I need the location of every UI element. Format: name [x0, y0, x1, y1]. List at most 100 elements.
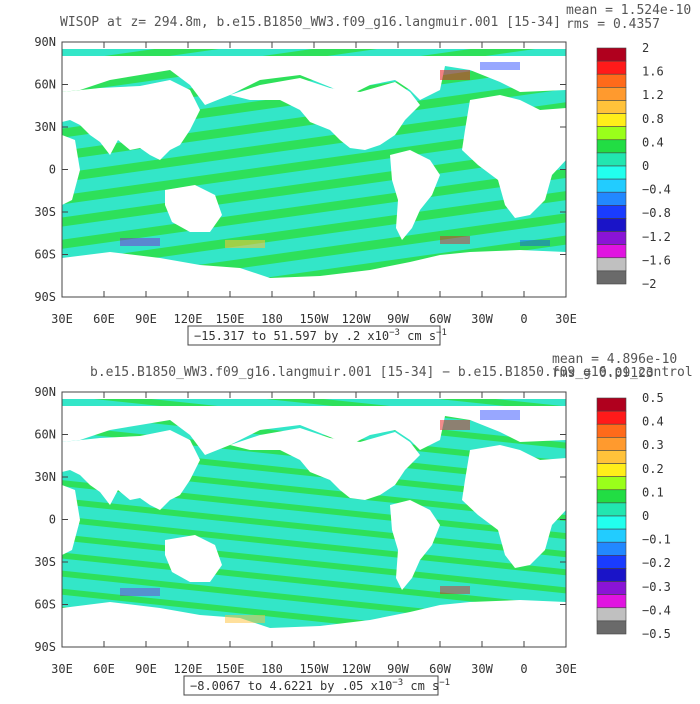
colorbar-swatch	[596, 541, 627, 556]
y-tick-label: 30N	[34, 120, 56, 134]
x-tick-label: 180	[261, 312, 283, 326]
x-tick-label: 90E	[135, 662, 157, 676]
range-note: −8.0067 to 4.6221 by .05 x10−3 cm s−1	[190, 678, 450, 693]
x-tick-label: 120E	[174, 312, 203, 326]
colorbar-label: −0.4	[642, 183, 671, 197]
x-tick-label: 30E	[51, 312, 73, 326]
y-tick-label: 60S	[34, 598, 56, 612]
colorbar-label: −0.3	[642, 580, 671, 594]
range-note-box	[183, 675, 439, 696]
colorbar-label: −0.8	[642, 206, 671, 220]
y-axis: 90N 60N 30N 0 30S 60S 90S	[34, 385, 566, 654]
x-axis: 30E 60E 90E 120E 150E 180 150W 120W 90W 60W 30W 0 30…	[51, 392, 577, 676]
x-tick-label: 120E	[174, 662, 203, 676]
colorbar-swatch	[596, 397, 627, 412]
x-tick-label: 30E	[555, 312, 577, 326]
colorbar-swatch	[596, 528, 627, 543]
colorbar-swatch	[596, 139, 627, 154]
colorbar-label: 1.2	[642, 88, 664, 102]
x-tick-label: 0	[520, 662, 527, 676]
colorbar-label: 0.5	[642, 391, 664, 405]
colorbar: 0.5 0.4 0.3 0.2 0.1 0 −0.1 −0.2 −0.3 −0.4 −0.5	[596, 391, 671, 641]
colorbar-swatch	[596, 270, 627, 285]
x-axis: 30E 60E 90E 120E 150E 180 150W 120W 90W 60W 30W 0 30…	[51, 42, 577, 326]
panel-top: WISOP at z= 294.8m, b.e15.B1850_WW3.f09_…	[34, 3, 691, 346]
colorbar-swatch	[596, 165, 627, 180]
x-tick-label: 60W	[429, 662, 451, 676]
colorbar-swatch	[596, 476, 627, 491]
y-axis: 90N 60N 30N 0 30S 60S 90S	[34, 35, 566, 304]
colorbar-label: −1.6	[642, 253, 671, 267]
colorbar-swatch	[596, 100, 627, 114]
colorbar: 2 1.6 1.2 0.8 0.4 0 −0.4 −0.8 −1.2 −1.6 −2	[596, 41, 671, 291]
y-tick-label: 60N	[34, 78, 56, 92]
stat-mean: mean = 4.896e-10	[552, 352, 677, 367]
map-area	[62, 392, 566, 647]
y-tick-label: 60N	[34, 428, 56, 442]
stat-rms: rms = 0.4357	[566, 17, 660, 32]
colorbar-swatch	[596, 450, 627, 464]
colorbar-swatch	[596, 594, 627, 609]
x-tick-label: 150E	[216, 312, 245, 326]
y-tick-label: 30S	[34, 205, 56, 219]
y-tick-label: 0	[49, 163, 56, 177]
colorbar-label: 0	[642, 159, 649, 173]
x-tick-label: 90E	[135, 312, 157, 326]
colorbar-swatch	[596, 47, 627, 62]
y-tick-label: 0	[49, 513, 56, 527]
stat-mean: mean = 1.524e-10	[566, 3, 691, 18]
range-note-box	[187, 325, 441, 346]
colorbar-swatch	[596, 515, 627, 530]
colorbar-label: 1.6	[642, 65, 664, 79]
colorbar-swatch	[596, 218, 627, 232]
x-tick-label: 120W	[342, 662, 372, 676]
colorbar-label: 0.8	[642, 112, 664, 126]
colorbar-label: 0.4	[642, 135, 664, 149]
colorbar-swatch	[596, 568, 627, 582]
colorbar-swatch	[596, 126, 627, 141]
x-tick-label: 150E	[216, 662, 245, 676]
colorbar-label: −0.5	[642, 627, 671, 641]
range-note: −15.317 to 51.597 by .2 x10−3 cm s−1	[194, 328, 447, 343]
colorbar-swatch	[596, 178, 627, 193]
colorbar-swatch	[596, 152, 627, 167]
x-tick-label: 30W	[471, 662, 493, 676]
colorbar-label: −2	[642, 277, 656, 291]
colorbar-label: 0.4	[642, 415, 664, 429]
x-tick-label: 30E	[555, 662, 577, 676]
stat-rms: rms = 0.09123	[552, 366, 654, 381]
colorbar-label: 0	[642, 509, 649, 523]
colorbar-swatch	[596, 191, 627, 206]
noise-hotspots	[120, 62, 550, 248]
x-tick-label: 150W	[300, 662, 330, 676]
colorbar-label: −0.1	[642, 533, 671, 547]
colorbar-swatch	[596, 113, 627, 127]
y-tick-label: 30S	[34, 555, 56, 569]
panel-title: b.e15.B1850_WW3.f09_g16.langmuir.001 [15…	[90, 365, 693, 380]
colorbar-swatch	[596, 205, 627, 219]
colorbar-label: 2	[642, 41, 649, 55]
colorbar-label: 0.2	[642, 462, 664, 476]
colorbar-label: −0.4	[642, 603, 671, 617]
map-area	[62, 42, 566, 297]
colorbar-swatch	[596, 257, 627, 272]
x-tick-label: 0	[520, 312, 527, 326]
colorbar-swatch	[596, 502, 627, 517]
y-tick-label: 30N	[34, 470, 56, 484]
colorbar-swatch	[596, 231, 627, 245]
x-tick-label: 30E	[51, 662, 73, 676]
x-tick-label: 90W	[387, 662, 409, 676]
colorbar-swatch	[596, 463, 627, 477]
land-mask	[62, 42, 566, 297]
colorbar-swatch	[596, 73, 627, 88]
x-tick-label: 60W	[429, 312, 451, 326]
x-tick-label: 60E	[93, 662, 115, 676]
colorbar-swatch	[596, 87, 627, 101]
x-tick-label: 60E	[93, 312, 115, 326]
y-tick-label: 60S	[34, 248, 56, 262]
y-tick-label: 90S	[34, 640, 56, 654]
colorbar-swatch	[596, 60, 627, 75]
colorbar-swatch	[596, 581, 627, 595]
y-tick-label: 90N	[34, 385, 56, 399]
